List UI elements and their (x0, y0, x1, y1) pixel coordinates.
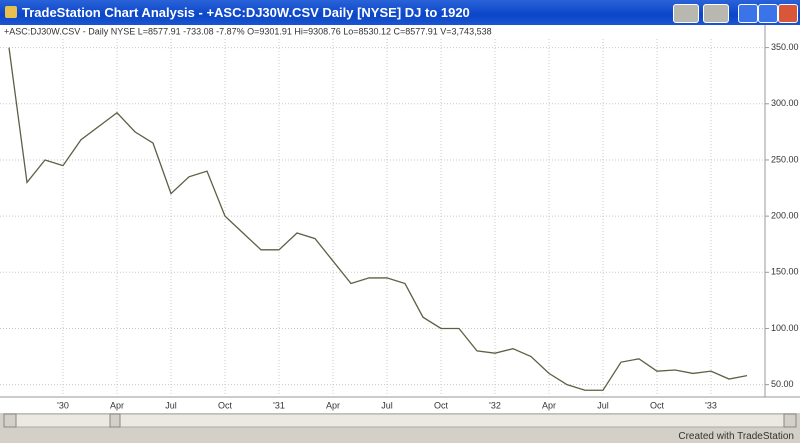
x-tick-label: '33 (705, 400, 717, 410)
scroll-left[interactable] (3, 413, 17, 428)
minimize-button[interactable] (738, 4, 758, 23)
toolbar-button[interactable] (673, 4, 699, 23)
y-tick-label: 350.00 (771, 42, 799, 52)
x-tick-label: Oct (650, 400, 665, 410)
y-tick-label: 300.00 (771, 98, 799, 108)
footer-text: Created with TradeStation (678, 431, 794, 442)
x-tick-label: Apr (326, 400, 340, 410)
x-tick-label: Jul (381, 400, 393, 410)
x-tick-label: Oct (434, 400, 449, 410)
title-bar: TradeStation Chart Analysis - +ASC:DJ30W… (0, 0, 800, 25)
scroll-thumb[interactable] (109, 413, 121, 428)
x-tick-label: Jul (597, 400, 609, 410)
toolbar-button[interactable] (703, 4, 729, 23)
y-tick-label: 150.00 (771, 267, 799, 277)
x-tick-label: Apr (110, 400, 124, 410)
scroll-right[interactable] (783, 413, 797, 428)
x-tick-label: Jul (165, 400, 177, 410)
x-tick-label: Apr (542, 400, 556, 410)
chart: +ASC:DJ30W.CSV - Daily NYSE L=8577.91 -7… (0, 25, 800, 428)
y-tick-label: 200.00 (771, 210, 799, 220)
close-button[interactable] (778, 4, 798, 23)
app-icon (5, 6, 17, 18)
x-tick-label: Oct (218, 400, 233, 410)
x-tick-label: '32 (489, 400, 501, 410)
x-tick-label: '30 (57, 400, 69, 410)
y-tick-label: 100.00 (771, 323, 799, 333)
scrollbar[interactable] (3, 413, 797, 428)
price-line (8, 47, 748, 391)
y-tick-label: 50.00 (771, 379, 794, 389)
x-tick-label: '31 (273, 400, 285, 410)
plot-background (0, 25, 800, 413)
chart-subtitle: +ASC:DJ30W.CSV - Daily NYSE L=8577.91 -7… (4, 26, 492, 36)
window-title: TradeStation Chart Analysis - +ASC:DJ30W… (22, 5, 470, 20)
maximize-button[interactable] (758, 4, 778, 23)
y-tick-label: 250.00 (771, 154, 799, 164)
